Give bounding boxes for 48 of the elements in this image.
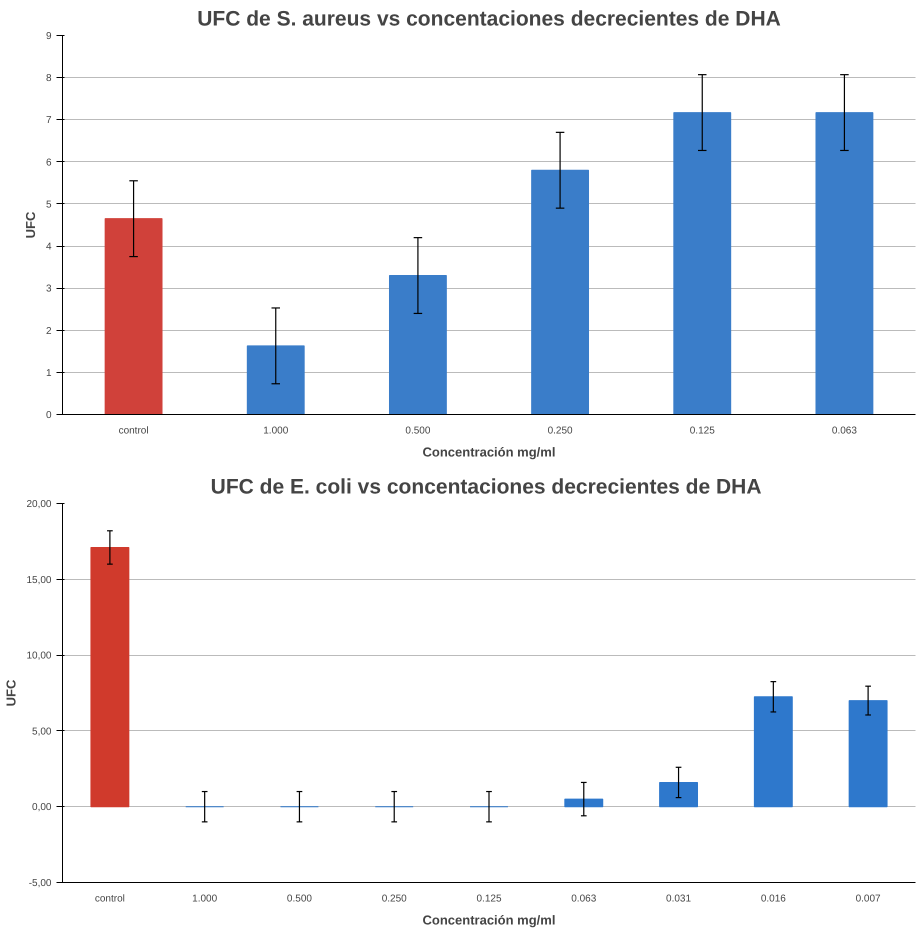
- y-axis-title: UFC: [22, 211, 38, 238]
- bar: [659, 782, 698, 808]
- y-tick-label: 5: [46, 199, 52, 210]
- y-tick-label: 15,00: [26, 574, 52, 586]
- chart-title: UFC de S. aureus vs concentaciones decrecientes de DHA: [197, 8, 781, 30]
- y-tick-label: 1: [46, 368, 52, 379]
- bar: [673, 112, 732, 414]
- bar: [90, 546, 130, 808]
- bar: [246, 345, 305, 414]
- x-tick-label: 0.063: [571, 894, 597, 904]
- x-tick-label: control: [94, 894, 125, 904]
- x-tick-label: 0.007: [856, 894, 882, 904]
- y-tick-label: 10,00: [26, 650, 52, 662]
- y-tick-label: 0: [46, 410, 52, 421]
- bar: [848, 700, 888, 808]
- x-axis-title: Concentración mg/ml: [422, 444, 556, 460]
- y-tick-label: 8: [46, 73, 52, 84]
- chart-title: UFC de E. coli vs concentaciones decrecientes de DHA: [210, 476, 762, 498]
- x-tick-label: 0.250: [548, 426, 574, 436]
- x-tick-label: 0.500: [405, 426, 431, 436]
- bar: [104, 218, 163, 414]
- x-tick-label: 0.063: [832, 426, 858, 436]
- y-tick-label: 3: [46, 284, 52, 295]
- x-axis-title: Concentración mg/ml: [422, 912, 556, 928]
- y-tick-label: 6: [46, 157, 52, 168]
- x-tick-label: 0.500: [286, 894, 312, 904]
- x-tick-label: 1.000: [263, 426, 289, 436]
- y-tick-label: 9: [46, 31, 52, 42]
- bar: [531, 170, 590, 414]
- y-tick-label: 4: [46, 242, 52, 253]
- y-tick-label: 20,00: [26, 499, 52, 510]
- x-tick-label: 0.031: [666, 894, 692, 904]
- x-tick-label: 1.000: [192, 894, 218, 904]
- x-tick-label: control: [118, 426, 149, 436]
- bar: [754, 696, 793, 808]
- y-tick-label: 0,00: [32, 802, 52, 814]
- x-tick-label: 0.125: [690, 426, 716, 436]
- y-tick-label: 2: [46, 326, 52, 337]
- x-tick-label: 0.016: [760, 894, 786, 904]
- x-tick-label: 0.250: [382, 894, 408, 904]
- bar: [815, 112, 874, 414]
- y-axis-title: UFC: [3, 679, 18, 706]
- y-tick-label: -5,00: [28, 878, 52, 889]
- bar: [388, 275, 447, 414]
- bar: [564, 798, 604, 808]
- x-tick-label: 0.125: [476, 894, 502, 904]
- y-tick-label: 7: [46, 115, 52, 126]
- y-tick-label: 5,00: [32, 726, 52, 738]
